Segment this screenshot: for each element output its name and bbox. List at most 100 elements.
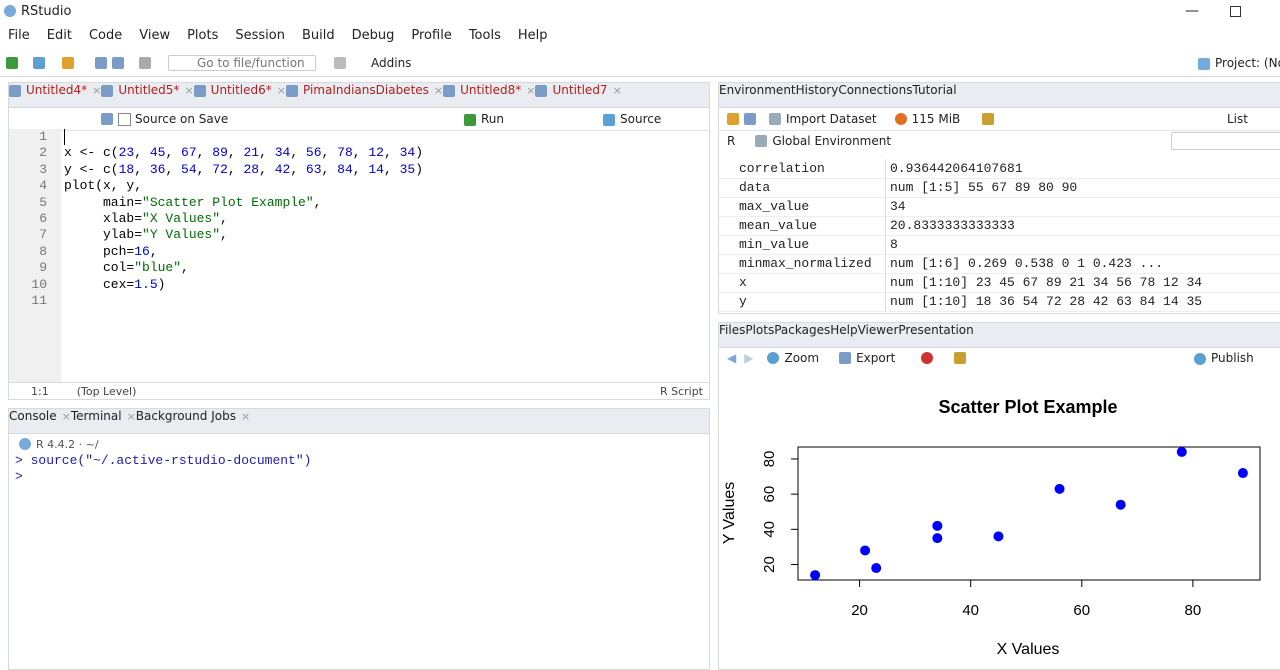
tab[interactable]: Untitled7 ×	[535, 83, 622, 107]
console-pane: Console × Terminal × Background Jobs × R 4.4.…	[8, 408, 710, 670]
menu-item[interactable]: Edit	[46, 27, 72, 43]
tab-close[interactable]: ×	[126, 410, 136, 423]
clear-plots-button[interactable]	[954, 352, 967, 364]
x-tick-label: 20	[851, 602, 868, 619]
tab-label: Console	[9, 409, 57, 423]
tab[interactable]: Packages	[774, 323, 830, 347]
goto-input[interactable]: Go to file/function	[168, 55, 316, 71]
tab-close[interactable]: ×	[526, 84, 536, 97]
point	[1054, 483, 1065, 494]
addins-menu[interactable]: Addins	[371, 56, 412, 70]
tab-label: Environment	[719, 83, 796, 97]
tab[interactable]: History	[796, 83, 839, 107]
language-menu[interactable]: R	[727, 134, 736, 148]
tab-label: Presentation	[898, 323, 974, 337]
run-button[interactable]: Run	[464, 112, 504, 126]
export-button[interactable]: Export	[856, 351, 896, 365]
tab[interactable]: Untitled8* ×	[443, 83, 535, 107]
menu-item[interactable]: File	[8, 27, 30, 43]
forward-button[interactable]: ▶	[744, 351, 754, 365]
environment-pane: Environment History Connections Tutorial Im…	[718, 82, 1280, 314]
source-button[interactable]: Source	[603, 112, 661, 126]
project-menu[interactable]: Project: (Non	[1198, 56, 1280, 70]
tab-label: Untitled7	[552, 83, 608, 97]
tab[interactable]: Plots	[745, 323, 774, 347]
env-row: mean_value 20.8333333333333	[719, 216, 1280, 236]
menu-item[interactable]: View	[139, 27, 171, 43]
file-type[interactable]: R Script	[659, 385, 703, 398]
tab-close[interactable]: ×	[240, 410, 251, 423]
tab-close[interactable]: ×	[92, 84, 102, 97]
tab[interactable]: Tutorial	[912, 83, 956, 107]
remove-plot-button[interactable]	[921, 352, 934, 364]
env-row: min_value 8	[719, 235, 1280, 255]
source-on-save-checkbox[interactable]	[118, 112, 131, 126]
open-button[interactable]	[62, 57, 74, 69]
menu-item[interactable]: Debug	[351, 27, 395, 43]
menu-item[interactable]: Session	[235, 27, 285, 43]
new-project-button[interactable]	[33, 57, 45, 69]
env-value: 8	[885, 235, 898, 254]
env-search[interactable]	[1171, 132, 1280, 150]
back-button[interactable]: ◀	[727, 351, 737, 365]
point	[810, 570, 821, 581]
tab[interactable]: Terminal ×	[71, 409, 136, 433]
scope[interactable]: (Top Level)	[76, 385, 137, 398]
tab[interactable]: Help	[830, 323, 857, 347]
publish-button[interactable]: Publish	[1194, 351, 1254, 365]
env-value: 34	[885, 197, 906, 216]
import-dataset[interactable]: Import Dataset	[786, 112, 877, 126]
save-button[interactable]	[95, 57, 107, 69]
tab-label: Files	[719, 323, 746, 337]
tab[interactable]: Presentation	[898, 323, 973, 347]
layout-button[interactable]	[334, 57, 346, 69]
project-label: Project: (Non	[1215, 56, 1280, 70]
tab[interactable]: Viewer	[858, 323, 899, 347]
clear-env-button[interactable]	[982, 113, 995, 125]
menu-item[interactable]: Code	[88, 27, 123, 43]
save-all-button[interactable]	[112, 57, 124, 69]
tab[interactable]: Untitled4* ×	[9, 83, 101, 107]
tab[interactable]: Environment	[719, 83, 796, 107]
editor-tabs: Untitled4* × Untitled5* × Untitled6* × PimaInd…	[9, 83, 709, 108]
point	[932, 533, 943, 544]
menu-item[interactable]: Build	[301, 27, 335, 43]
tab[interactable]: Console ×	[9, 409, 71, 433]
tab-close[interactable]: ×	[61, 410, 71, 423]
tab-label: Plots	[745, 323, 775, 337]
minimize-button[interactable]: —	[1185, 3, 1199, 19]
scope-menu[interactable]: Global Environment	[772, 134, 892, 148]
view-mode[interactable]: List	[1227, 112, 1248, 126]
tab[interactable]: PimaIndiansDiabetes ×	[285, 83, 444, 107]
menu-item[interactable]: Tools	[468, 27, 501, 43]
tab-close[interactable]: ×	[276, 84, 286, 97]
tab-icon	[535, 84, 548, 97]
tab-close[interactable]: ×	[184, 84, 194, 97]
zoom-button[interactable]: Zoom	[784, 351, 820, 365]
save-env-button[interactable]	[744, 113, 756, 125]
tab-icon	[193, 84, 206, 97]
main-toolbar: Go to file/function Addins Project: (Non	[0, 50, 1280, 77]
memory-usage[interactable]: 115 MiB	[911, 112, 961, 126]
menu-item[interactable]: Profile	[411, 27, 452, 43]
r-version: R 4.4.2 · ~/	[36, 437, 99, 451]
tab[interactable]: Connections	[838, 83, 912, 107]
tab-close[interactable]: ×	[433, 84, 444, 97]
tab[interactable]: Files	[719, 323, 745, 347]
menu-item[interactable]: Plots	[187, 27, 219, 43]
print-button[interactable]	[139, 57, 151, 69]
menu-item[interactable]: Help	[517, 27, 548, 43]
new-file-button[interactable]	[6, 57, 18, 69]
point	[1237, 468, 1248, 479]
maximize-button[interactable]	[1230, 5, 1241, 17]
y-tick-label: 40	[761, 521, 778, 538]
tab[interactable]: Untitled5* ×	[101, 83, 194, 107]
tab-label: Connections	[838, 83, 913, 97]
tab-close[interactable]: ×	[612, 84, 622, 97]
tab[interactable]: Background Jobs ×	[136, 409, 250, 433]
tab[interactable]: Untitled6* ×	[193, 83, 286, 107]
save-doc-button[interactable]	[101, 113, 113, 125]
tab-label: Viewer	[857, 323, 899, 337]
load-button[interactable]	[727, 113, 739, 125]
point	[1176, 446, 1187, 457]
